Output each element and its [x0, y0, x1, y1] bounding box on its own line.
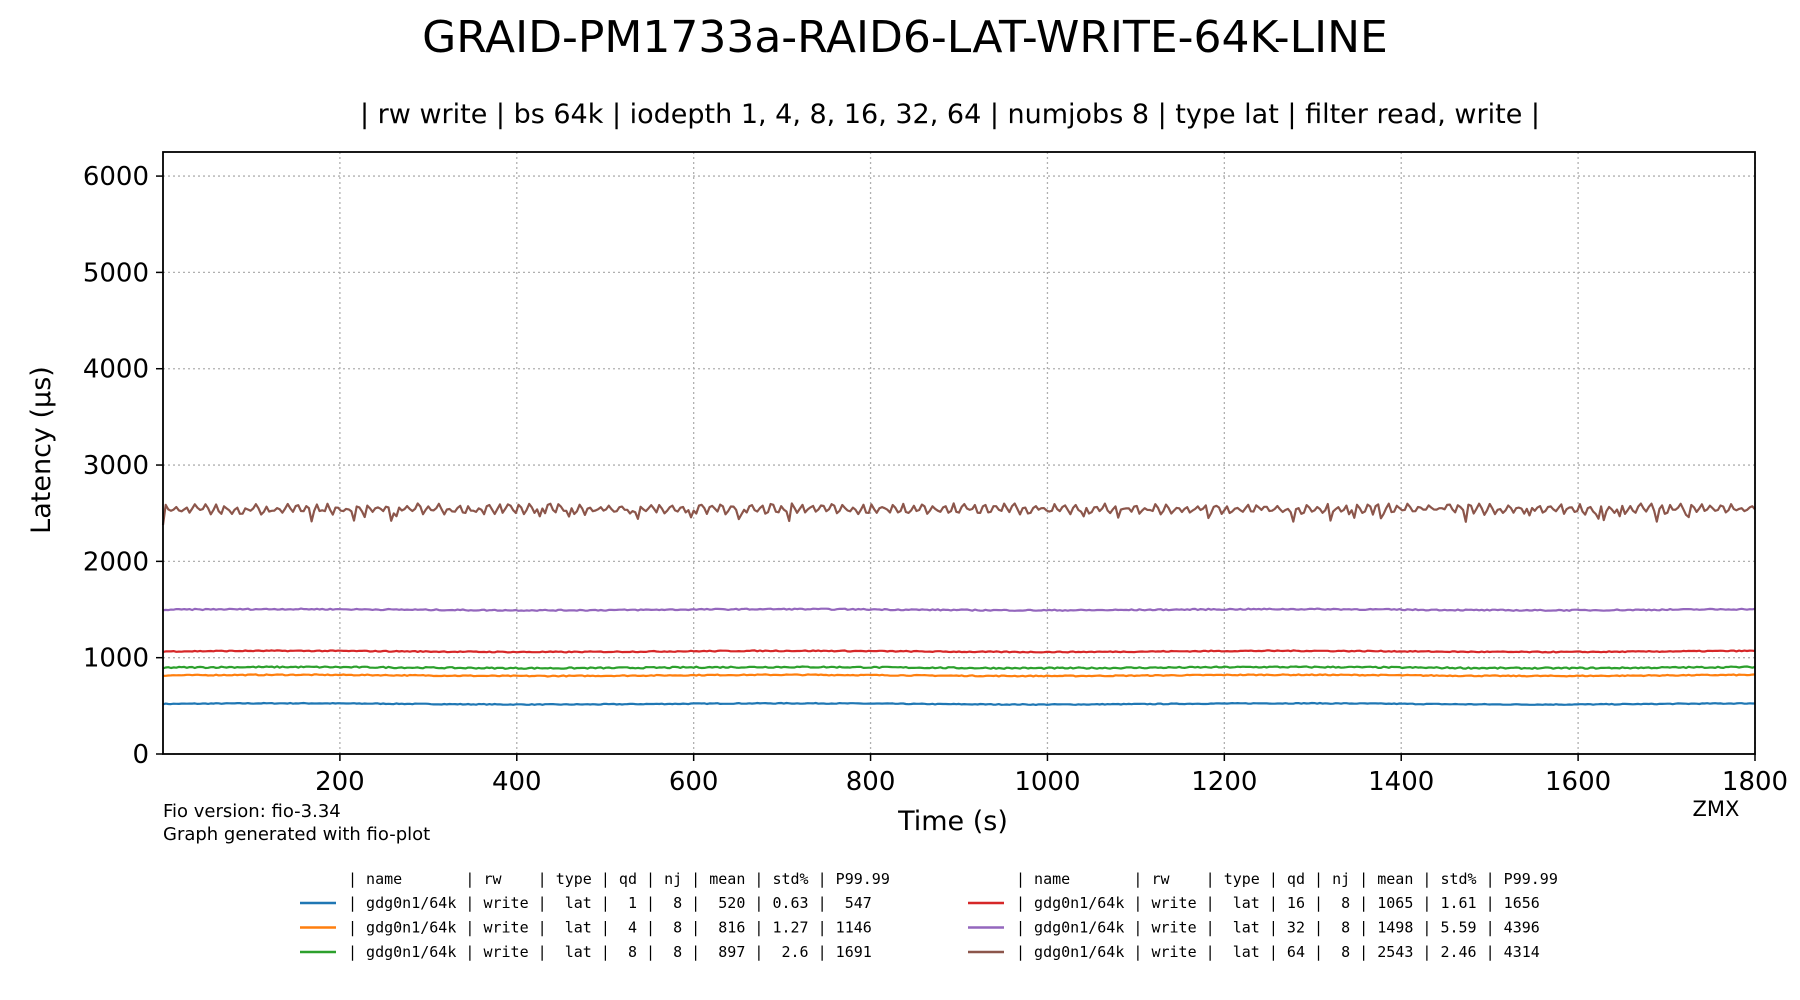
legend-entry-4: | gdg0n1/64k | write | lat | 16 | 8 | 10…	[1016, 894, 1540, 912]
y-tick-label: 1000	[83, 644, 149, 674]
series-line-3	[162, 665, 1756, 670]
series-line-1	[162, 701, 1755, 707]
x-tick-label: 800	[846, 767, 896, 797]
series-line-5	[162, 607, 1756, 612]
legend-entry-1: | gdg0n1/64k | write | lat | 1 | 8 | 520…	[348, 894, 872, 912]
grid	[163, 152, 1756, 755]
legend-header-right: | name | rw | type | qd | nj | mean | st…	[1016, 870, 1558, 888]
series-line-6	[161, 502, 1756, 526]
y-tick-label: 2000	[83, 547, 149, 577]
chart-title: GRAID-PM1733a-RAID6-LAT-WRITE-64K-LINE	[422, 12, 1388, 63]
x-tick-label: 400	[492, 767, 542, 797]
legend-header-left: | name | rw | type | qd | nj | mean | st…	[348, 870, 890, 888]
x-tick-label: 1200	[1191, 767, 1257, 797]
series-line-4	[162, 649, 1756, 654]
x-tick-label: 1000	[1014, 767, 1080, 797]
legend-entry-6: | gdg0n1/64k | write | lat | 64 | 8 | 25…	[1016, 943, 1540, 961]
y-tick-label: 0	[132, 740, 149, 770]
plot-area-frame	[162, 151, 1756, 755]
series-lines	[161, 502, 1756, 707]
x-tick-label: 1400	[1368, 767, 1434, 797]
y-tick-label: 3000	[83, 451, 149, 481]
chart-subtitle: | rw write | bs 64k | iodepth 1, 4, 8, 1…	[360, 99, 1540, 130]
series-line-2	[162, 673, 1756, 678]
generated-with-note: Graph generated with fio-plot	[163, 824, 430, 845]
fio-version-note: Fio version: fio-3.34	[163, 801, 341, 822]
legend: | name | rw | type | qd | nj | mean | st…	[300, 870, 1558, 961]
corner-label: ZMX	[1693, 797, 1740, 821]
legend-entry-2: | gdg0n1/64k | write | lat | 4 | 8 | 816…	[348, 919, 872, 937]
x-tick-label: 1800	[1722, 767, 1788, 797]
x-tick-label: 200	[315, 767, 365, 797]
y-tick-label: 5000	[83, 258, 149, 288]
y-tick-label: 4000	[83, 355, 149, 385]
x-tick-label: 1600	[1545, 767, 1611, 797]
axis-ticks: 200 400 600 800 1000 1200 1400 1600 1800 0 1000 200…	[83, 162, 1788, 797]
y-tick-label: 6000	[83, 162, 149, 192]
legend-entry-3: | gdg0n1/64k | write | lat | 8 | 8 | 897…	[348, 943, 872, 961]
y-axis-label: Latency (µs)	[26, 366, 57, 534]
x-tick-label: 600	[669, 767, 719, 797]
legend-entry-5: | gdg0n1/64k | write | lat | 32 | 8 | 14…	[1016, 919, 1540, 937]
x-axis-label: Time (s)	[897, 806, 1008, 837]
